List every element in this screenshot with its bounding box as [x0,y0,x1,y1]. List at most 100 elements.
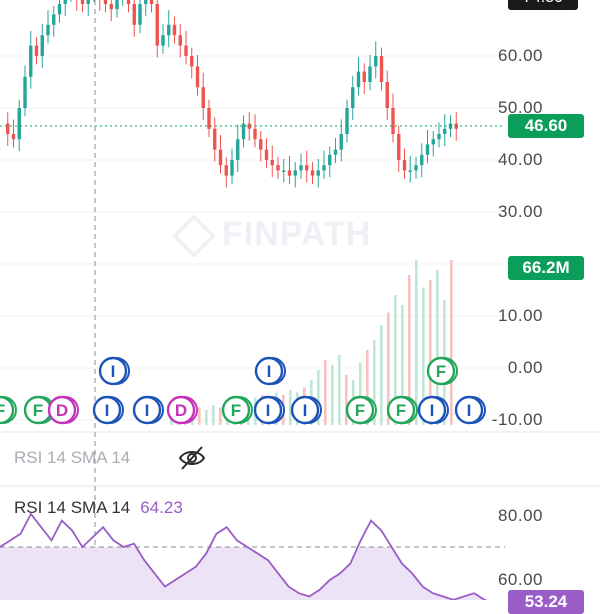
candle-body [408,170,412,172]
event-marker-circle [426,356,456,386]
event-marker[interactable]: F [0,395,17,425]
chart-canvas[interactable]: IIFFFDIIDFIIFFII [0,0,600,600]
candle-body [184,45,188,56]
candle-body [52,14,56,25]
candle-body [57,4,62,15]
candle-body [345,108,349,134]
volume-bar [380,325,383,425]
candle-body [172,24,177,36]
event-marker-label: I [430,401,435,420]
candle-body [167,24,171,36]
candle-body [253,128,257,140]
volume-bar [331,365,334,425]
volume-bar [422,287,425,425]
event-marker-label: D [56,401,68,420]
finpath-watermark: FINPATH [172,214,371,258]
event-marker-label: I [303,401,308,420]
candle-body [144,0,148,4]
candle-body [264,149,269,160]
event-marker[interactable]: I [290,395,322,425]
event-marker-circle [47,395,77,425]
event-marker-circle [386,395,416,425]
event-marker-label: I [105,401,110,420]
candle-body [195,66,200,88]
candle-body [103,0,108,4]
event-marker[interactable]: I [454,395,486,425]
volume-bar [345,375,348,425]
volume-bar [387,312,390,425]
candle-body [420,154,424,166]
event-marker[interactable]: I [98,356,130,386]
event-marker-circle [0,395,15,425]
event-marker-label: F [231,401,241,420]
event-marker-circle [221,395,251,425]
event-marker-label: F [436,362,446,381]
event-marker-circle [345,395,375,425]
candle-body [178,35,182,46]
event-marker[interactable]: I [254,356,286,386]
event-marker[interactable]: I [417,395,449,425]
event-marker-label: I [111,362,116,381]
candle-body [259,139,263,150]
candle-body [155,4,159,46]
event-marker-label: F [355,401,365,420]
candle-body [23,76,27,108]
candle-body [80,0,85,4]
candle-body [218,149,223,166]
candle-body [356,71,361,88]
candle-body [379,56,384,82]
event-marker-circle [98,356,128,386]
rsi-current-tag: 53.24 [508,590,584,614]
indicator-hidden-label: RSI 14 SMA 14 [14,448,131,467]
event-marker-circle [92,395,122,425]
event-marker-label: D [175,401,187,420]
event-marker[interactable]: F [426,356,458,386]
indicator-rsi-row[interactable]: RSI 14 SMA 14 64.23 [14,498,183,518]
event-marker[interactable]: I [253,395,285,425]
candle-body [374,56,378,67]
price-axis-label: 10.00 [497,306,543,325]
event-marker[interactable]: I [92,395,124,425]
volume-bar [198,407,201,425]
candle-body [397,134,401,160]
volume-bar [317,370,320,425]
event-marker-circle [254,356,284,386]
volume-bar [219,407,222,425]
event-marker[interactable]: F [386,395,418,425]
candle-body [328,154,332,166]
event-marker-label: I [266,401,271,420]
volume-bar [401,305,404,425]
event-marker-circle [132,395,162,425]
candle-body [126,0,131,4]
top-price-tag: 74.50 [508,0,578,10]
event-markers[interactable]: IIFFFDIIDFIIFFII [0,356,486,425]
eye-off-icon[interactable] [177,444,207,472]
indicator-rsi-value: 64.23 [140,498,183,517]
event-marker[interactable]: F [221,395,253,425]
candle-body [11,134,16,140]
volume-bar [429,280,432,425]
event-marker[interactable]: D [166,395,198,425]
event-marker-label: I [145,401,150,420]
candle-body [236,139,240,160]
candle-body [339,134,343,150]
event-marker-label: I [467,401,472,420]
price-axis-label: 40.00 [497,150,543,169]
candle-body [86,0,90,4]
candle-body [316,170,320,176]
candle-body [115,0,119,10]
watermark-text: FINPATH [222,214,372,253]
event-marker-circle [454,395,484,425]
candle-body [17,108,21,140]
candlestick-series [6,0,458,188]
volume-bar [366,350,369,425]
event-marker[interactable]: F [345,395,377,425]
volume-bar [415,260,418,425]
candle-body [437,134,441,140]
candle-body [287,170,292,176]
event-marker[interactable]: I [132,395,164,425]
event-marker[interactable]: D [47,395,79,425]
volume-bar [324,360,327,425]
indicator-hidden-row[interactable]: RSI 14 SMA 14 [14,448,130,468]
candle-body [132,4,136,25]
